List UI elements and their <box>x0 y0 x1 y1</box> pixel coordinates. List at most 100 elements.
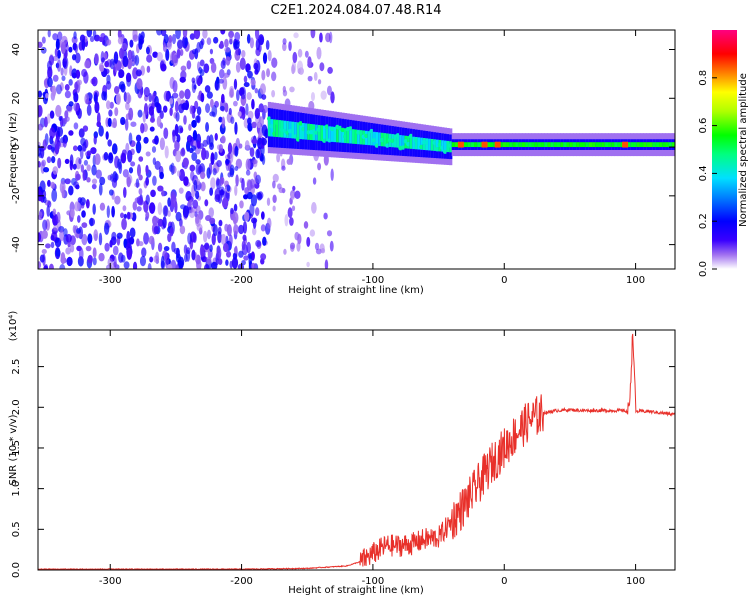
heatmap-cell <box>267 118 272 137</box>
heatmap-cell <box>63 228 68 237</box>
heatmap-cell <box>81 68 88 78</box>
heatmap-cell <box>127 49 133 60</box>
heatmap-cell <box>101 57 106 63</box>
heatmap-cell <box>246 191 253 200</box>
heatmap-cell <box>104 68 110 75</box>
heatmap-cell <box>98 36 104 43</box>
heatmap-cell <box>105 100 111 110</box>
heatmap-cell <box>206 135 211 145</box>
heatmap-cell <box>446 140 450 153</box>
heatmap-cell <box>82 141 87 152</box>
heatmap-cell <box>77 107 82 120</box>
heatmap-cell <box>254 87 259 94</box>
y-tick-label: 1.0 <box>11 481 22 497</box>
heatmap-cell <box>60 137 65 143</box>
heatmap-cell <box>241 177 245 191</box>
heatmap-cell <box>115 92 121 106</box>
heatmap-cell <box>261 70 266 81</box>
heatmap-cell <box>194 48 199 60</box>
heatmap-cell <box>64 158 70 164</box>
heatmap-cell <box>191 152 198 162</box>
colorbar: 0.0 0.2 0.4 0.6 0.8 Normalized spectral ampl… <box>698 30 749 277</box>
heatmap-cell <box>245 158 251 171</box>
heatmap-cell <box>71 54 77 61</box>
heatmap-cell <box>150 189 156 198</box>
heatmap-cell <box>129 39 134 48</box>
heatmap-cell <box>138 39 143 50</box>
heatmap-cell <box>250 262 256 269</box>
heatmap-cell <box>474 142 478 148</box>
heatmap-cell <box>292 51 298 64</box>
heatmap-cell <box>307 56 312 68</box>
heatmap-cell <box>58 115 62 122</box>
heatmap-cell <box>435 146 440 152</box>
heatmap-cell <box>195 115 200 123</box>
heatmap-cell <box>114 173 119 181</box>
heatmap-cell <box>132 34 139 42</box>
heatmap-cell <box>165 48 170 61</box>
heatmap-cell <box>671 142 675 148</box>
heatmap-cell <box>73 92 79 103</box>
heatmap-cell <box>272 180 276 189</box>
heatmap-cell <box>202 30 208 39</box>
heatmap-cell <box>180 49 184 57</box>
heatmap-cell <box>249 37 254 49</box>
heatmap-cell <box>134 54 140 66</box>
heatmap-cell <box>40 46 47 54</box>
heatmap-cell <box>286 158 292 165</box>
heatmap-cell <box>323 212 328 220</box>
heatmap-cell <box>393 141 398 146</box>
heatmap-cell <box>266 217 272 229</box>
heatmap-cell <box>205 121 210 133</box>
heatmap-cell <box>146 65 151 73</box>
heatmap-cell <box>86 164 91 172</box>
heatmap-cell <box>98 125 104 137</box>
heatmap-cell <box>120 212 125 219</box>
heatmap-cell <box>204 85 211 93</box>
heatmap-cell <box>317 162 322 171</box>
heatmap-cell <box>518 142 523 148</box>
heatmap-cell <box>123 261 130 269</box>
heatmap-cell <box>260 224 266 232</box>
heatmap-cell <box>116 232 123 239</box>
heatmap-cell <box>220 233 227 245</box>
heatmap-cell <box>143 86 150 98</box>
heatmap-cell <box>46 113 51 124</box>
x-tick-label: -300 <box>99 275 122 286</box>
heatmap-cell <box>255 47 261 57</box>
heatmap-cell <box>566 142 571 148</box>
heatmap-cell <box>76 245 82 252</box>
heatmap-cell <box>308 129 314 135</box>
heatmap-cell <box>592 142 596 148</box>
heatmap-cell <box>179 127 184 134</box>
heatmap-cell <box>299 122 303 140</box>
heatmap-cell <box>370 131 374 146</box>
heatmap-cell <box>175 264 180 269</box>
heatmap-cell <box>99 202 106 211</box>
heatmap-cell <box>409 136 413 149</box>
heatmap-cell <box>264 129 268 139</box>
heatmap-cell <box>38 104 43 117</box>
heatmap-cell <box>265 40 270 51</box>
heatmap-cell <box>179 76 186 83</box>
heatmap-cell <box>204 199 209 207</box>
heatmap-cell <box>69 244 75 253</box>
heatmap-cell <box>172 80 178 93</box>
heatmap-cell <box>633 142 638 148</box>
heatmap-cell <box>241 240 246 251</box>
heatmap-cell <box>464 142 469 148</box>
heatmap-cell <box>234 145 239 157</box>
heatmap-cell <box>121 42 128 50</box>
heatmap-cell <box>254 30 260 40</box>
heatmap-cell <box>251 138 258 144</box>
heatmap-cell <box>271 57 278 68</box>
heatmap-cell <box>287 129 293 134</box>
x-tick-label: -100 <box>362 275 385 286</box>
heatmap-cell <box>229 35 233 45</box>
heatmap-cell <box>174 100 179 113</box>
heatmap-cell <box>42 139 47 151</box>
heatmap-cell <box>369 128 374 134</box>
heatmap-cell <box>386 133 390 147</box>
heatmap-cell <box>512 142 517 148</box>
